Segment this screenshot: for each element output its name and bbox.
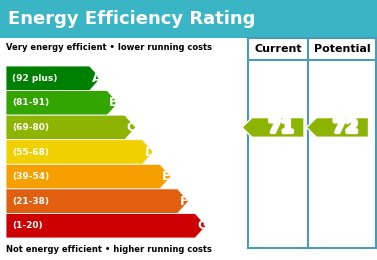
Text: E: E (162, 170, 170, 183)
Text: (81-91): (81-91) (12, 98, 49, 107)
Text: (1-20): (1-20) (12, 221, 43, 230)
Text: Energy Efficiency Rating: Energy Efficiency Rating (8, 10, 255, 28)
Polygon shape (6, 140, 153, 164)
Text: B: B (109, 96, 119, 109)
Bar (0, 0, 377, 38)
Text: G: G (197, 219, 207, 232)
Text: F: F (179, 195, 188, 208)
Text: (21-38): (21-38) (12, 197, 49, 206)
Text: (69-80): (69-80) (12, 123, 49, 132)
Text: 72: 72 (333, 118, 358, 136)
Polygon shape (6, 90, 118, 115)
Polygon shape (6, 66, 101, 90)
Text: D: D (144, 146, 155, 159)
Polygon shape (6, 164, 171, 189)
Text: A: A (92, 72, 101, 85)
Text: Current: Current (254, 44, 302, 54)
Polygon shape (307, 118, 368, 137)
Text: (92 plus): (92 plus) (12, 74, 57, 83)
Text: Not energy efficient • higher running costs: Not energy efficient • higher running co… (6, 245, 212, 255)
Text: Potential: Potential (314, 44, 371, 54)
Text: (55-68): (55-68) (12, 147, 49, 157)
Polygon shape (6, 115, 136, 140)
Text: 71: 71 (268, 118, 294, 136)
Polygon shape (242, 118, 304, 137)
Polygon shape (6, 189, 188, 213)
Text: Very energy efficient • lower running costs: Very energy efficient • lower running co… (6, 43, 212, 53)
Text: (39-54): (39-54) (12, 172, 49, 181)
Polygon shape (6, 213, 206, 238)
Text: C: C (127, 121, 136, 134)
